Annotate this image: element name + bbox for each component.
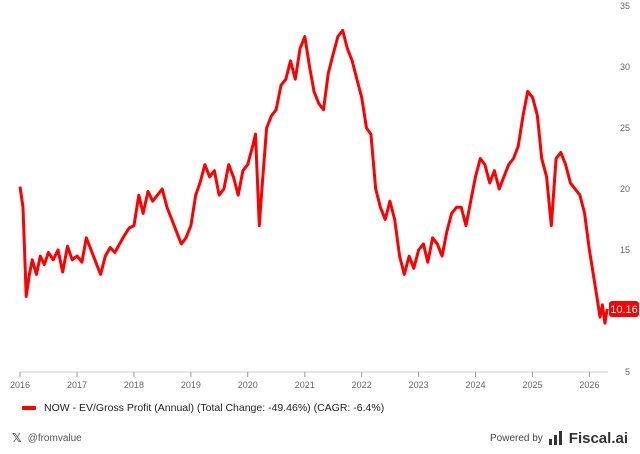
handle-text: @fromvalue	[27, 432, 82, 444]
powered-by[interactable]: Powered by Fiscal.ai	[490, 430, 628, 447]
x-tick-label: 2016	[10, 380, 30, 390]
x-tick-label: 2018	[124, 380, 144, 390]
y-tick-label: 25	[620, 123, 630, 133]
series-line	[18, 28, 609, 325]
x-tick-label: 2024	[465, 380, 485, 390]
x-tick-label: 2023	[409, 380, 429, 390]
x-tick-label: 2021	[295, 380, 315, 390]
x-tick-label: 2017	[67, 380, 87, 390]
chart: 2016 2017 2018 2019 2020 2021 2022 2023 2024 2025…	[10, 1, 639, 390]
x-tick-label: 2019	[181, 380, 201, 390]
plot-area	[18, 28, 609, 325]
brand-name: Fiscal.ai	[568, 430, 628, 447]
y-tick-label: 15	[620, 245, 630, 255]
x-tick-label: 2026	[579, 380, 599, 390]
x-tick-label: 2022	[352, 380, 372, 390]
legend[interactable]: NOW - EV/Gross Profit (Annual) (Total Ch…	[22, 402, 384, 414]
y-tick-label: 5	[625, 367, 630, 377]
y-axis: 5101520253035	[620, 1, 630, 377]
x-tick-label: 2020	[238, 380, 258, 390]
last-value-box	[609, 301, 639, 318]
author-handle[interactable]: 𝕏 @fromvalue	[12, 431, 82, 445]
legend-label: NOW - EV/Gross Profit (Annual) (Total Ch…	[44, 402, 385, 414]
y-tick-label: 20	[620, 184, 630, 194]
legend-swatch	[22, 406, 36, 410]
powered-by-text: Powered by	[489, 433, 543, 444]
x-tick-label: 2025	[523, 380, 543, 390]
last-value-label: 10.16	[610, 304, 638, 316]
fiscal-bars-icon	[548, 430, 563, 446]
x-logo-icon: 𝕏	[12, 431, 22, 445]
last-value-badge: 10.16	[609, 301, 639, 318]
y-tick-label: 35	[620, 1, 630, 11]
x-axis: 2016 2017 2018 2019 2020 2021 2022 2023 2024 2025…	[10, 371, 608, 390]
y-tick-label: 30	[620, 62, 630, 72]
